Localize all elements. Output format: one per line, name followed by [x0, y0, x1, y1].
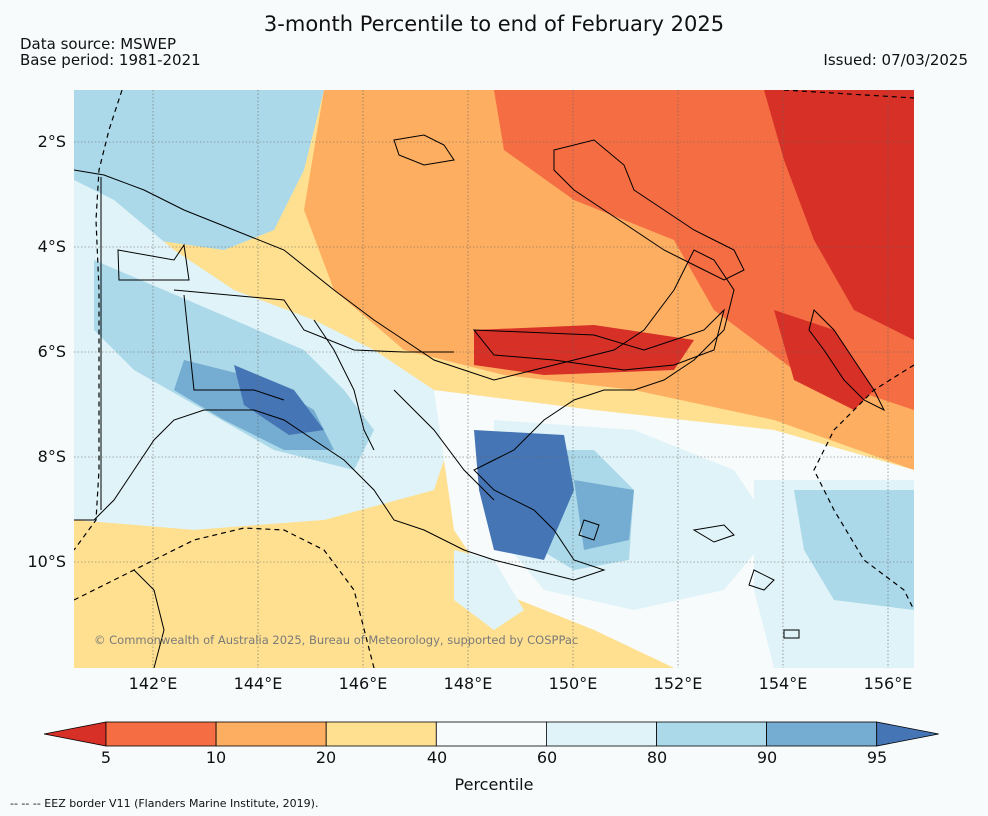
colorbar-tick: 5: [100, 748, 112, 767]
colorbar-extend-low: [43, 721, 107, 747]
region-red-3: [474, 325, 694, 375]
colorbar-tick: 60: [536, 748, 558, 767]
colorbar-tick: 95: [866, 748, 888, 767]
colorbar-segment: [105, 721, 217, 747]
colorbar-label: Percentile: [454, 775, 534, 794]
colorbar-segment: [215, 721, 327, 747]
colorbar-tick: 90: [756, 748, 778, 767]
colorbar: [43, 720, 944, 752]
map-canvas: [74, 90, 914, 668]
lat-label: 6°S: [37, 342, 66, 361]
region-east-blue: [794, 490, 914, 610]
region-west-darkblue: [234, 365, 324, 435]
lon-label: 152°E: [653, 674, 703, 693]
lat-label: 2°S: [37, 132, 66, 151]
colorbar-segment: [545, 721, 657, 747]
lon-label: 142°E: [128, 674, 178, 693]
colorbar-segment: [766, 721, 878, 747]
colorbar-tick: 10: [205, 748, 227, 767]
region-nw-blue: [74, 90, 324, 250]
colorbar-tick: 80: [646, 748, 668, 767]
region-se-darkblue: [474, 430, 574, 560]
base-period: Base period: 1981-2021: [20, 51, 201, 69]
colorbar-tick: 40: [426, 748, 448, 767]
colorbar-segment: [325, 721, 437, 747]
lon-label: 150°E: [548, 674, 598, 693]
lon-label: 146°E: [338, 674, 388, 693]
lon-label: 144°E: [233, 674, 283, 693]
region-red: [764, 90, 914, 340]
colorbar-extend-high: [876, 721, 939, 747]
percentile-map: © Commonwealth of Australia 2025, Bureau…: [74, 90, 914, 668]
lon-label: 148°E: [443, 674, 493, 693]
map-title: 3-month Percentile to end of February 20…: [263, 12, 725, 36]
lon-label: 154°E: [758, 674, 808, 693]
region-se-midblue: [574, 480, 634, 550]
graticule: [74, 90, 914, 668]
coastlines: [74, 134, 886, 668]
copyright-notice: © Commonwealth of Australia 2025, Bureau…: [94, 633, 579, 647]
data-source: Data source: MSWEP: [20, 35, 177, 53]
lat-label: 10°S: [27, 552, 66, 571]
eez-footnote: -- -- -- EEZ border V11 (Flanders Marine…: [10, 797, 319, 810]
lat-label: 4°S: [37, 237, 66, 256]
lon-label: 156°E: [863, 674, 913, 693]
region-sw-yellow: [74, 520, 674, 668]
colorbar-svg: [43, 721, 939, 747]
region-sw-lightblue: [454, 550, 524, 630]
colorbar-segment: [435, 721, 547, 747]
lat-label: 8°S: [37, 447, 66, 466]
eez-borders: [74, 90, 914, 668]
source-info: Data source: MSWEP Base period: 1981-202…: [20, 36, 201, 68]
issued-date: Issued: 07/03/2025: [823, 51, 968, 69]
colorbar-segment: [656, 721, 767, 747]
colorbar-tick: 20: [315, 748, 337, 767]
